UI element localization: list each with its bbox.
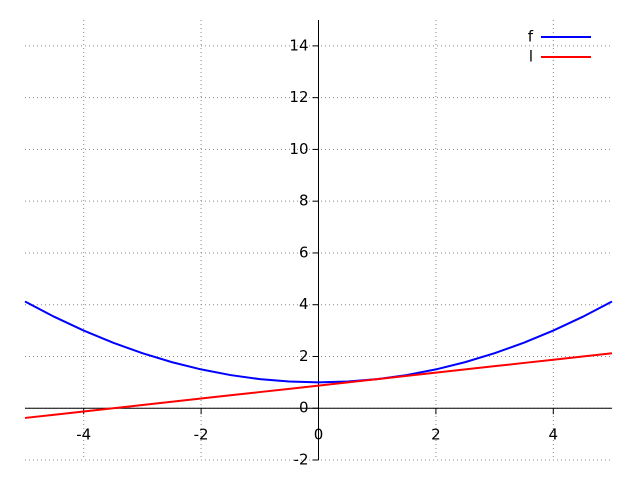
series-line bbox=[24, 352, 613, 419]
y-tick-label: 8 bbox=[299, 192, 309, 210]
x-tick-label: -2 bbox=[194, 426, 209, 444]
series-line bbox=[24, 300, 613, 384]
y-tick-label: 12 bbox=[289, 88, 308, 106]
legend-label: l bbox=[529, 48, 533, 66]
y-tick-label: 4 bbox=[299, 295, 309, 313]
y-tick-label: 14 bbox=[289, 36, 308, 54]
x-tick-label: 2 bbox=[431, 426, 441, 444]
y-tick-label: 6 bbox=[299, 243, 309, 261]
legend-label: f bbox=[528, 28, 534, 46]
y-tick-label: -2 bbox=[294, 451, 309, 469]
y-tick-label: 2 bbox=[299, 347, 309, 365]
x-tick-label: 4 bbox=[549, 426, 559, 444]
x-tick-label: -4 bbox=[76, 426, 91, 444]
y-tick-label: 10 bbox=[289, 140, 308, 158]
